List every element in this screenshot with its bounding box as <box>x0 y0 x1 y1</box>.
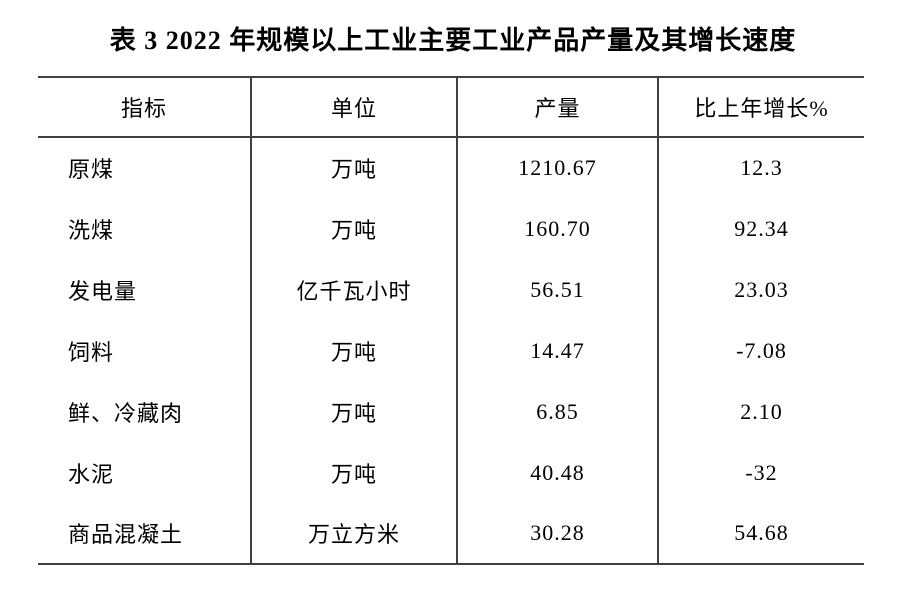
cell-unit: 万吨 <box>250 137 457 198</box>
cell-unit: 万吨 <box>250 442 457 503</box>
cell-growth: 2.10 <box>657 381 864 442</box>
cell-indicator: 商品混凝土 <box>68 522 184 547</box>
cell-growth: 23.03 <box>657 259 864 320</box>
cell-unit: 万立方米 <box>250 503 457 564</box>
table-row: 饲料 万吨 14.47 -7.08 <box>38 320 864 381</box>
cell-growth: -7.08 <box>657 320 864 381</box>
cell-unit: 万吨 <box>250 381 457 442</box>
cell-indicator: 原煤 <box>68 157 115 182</box>
cell-growth: 54.68 <box>657 503 864 564</box>
cell-growth: -32 <box>657 442 864 503</box>
products-output-table: 指标 单位 产量 比上年增长% 原煤 万吨 1210.67 12.3 洗煤 万吨… <box>38 76 864 565</box>
column-header-growth: 比上年增长% <box>657 77 864 137</box>
cell-indicator: 洗煤 <box>68 217 115 243</box>
cell-unit: 万吨 <box>250 320 457 381</box>
cell-output: 160.70 <box>456 198 658 259</box>
cell-indicator: 发电量 <box>68 278 138 304</box>
column-header-output: 产量 <box>456 77 658 137</box>
column-header-unit: 单位 <box>250 77 457 137</box>
cell-output: 1210.67 <box>456 137 658 198</box>
cell-output: 6.85 <box>456 381 658 442</box>
cell-output: 56.51 <box>456 259 658 320</box>
table-row: 水泥 万吨 40.48 -32 <box>38 442 864 503</box>
column-header-indicator: 指标 <box>120 96 167 121</box>
table-row: 原煤 万吨 1210.67 12.3 <box>38 137 864 198</box>
cell-unit: 万吨 <box>250 198 457 259</box>
cell-unit: 亿千瓦小时 <box>250 259 457 320</box>
table-row: 鲜、冷藏肉 万吨 6.85 2.10 <box>38 381 864 442</box>
cell-output: 40.48 <box>456 442 658 503</box>
cell-indicator: 鲜、冷藏肉 <box>68 400 184 426</box>
cell-indicator: 饲料 <box>68 339 115 365</box>
table-row: 商品混凝土 万立方米 30.28 54.68 <box>38 503 864 564</box>
cell-growth: 92.34 <box>657 198 864 259</box>
cell-indicator: 水泥 <box>68 461 115 487</box>
cell-output: 14.47 <box>456 320 658 381</box>
cell-output: 30.28 <box>456 503 658 564</box>
table-row: 发电量 亿千瓦小时 56.51 23.03 <box>38 259 864 320</box>
table-row: 洗煤 万吨 160.70 92.34 <box>38 198 864 259</box>
cell-growth: 12.3 <box>657 137 864 198</box>
table-title: 表 3 2022 年规模以上工业主要工业产品产量及其增长速度 <box>109 26 797 55</box>
table-header-row: 指标 单位 产量 比上年增长% <box>38 77 864 137</box>
